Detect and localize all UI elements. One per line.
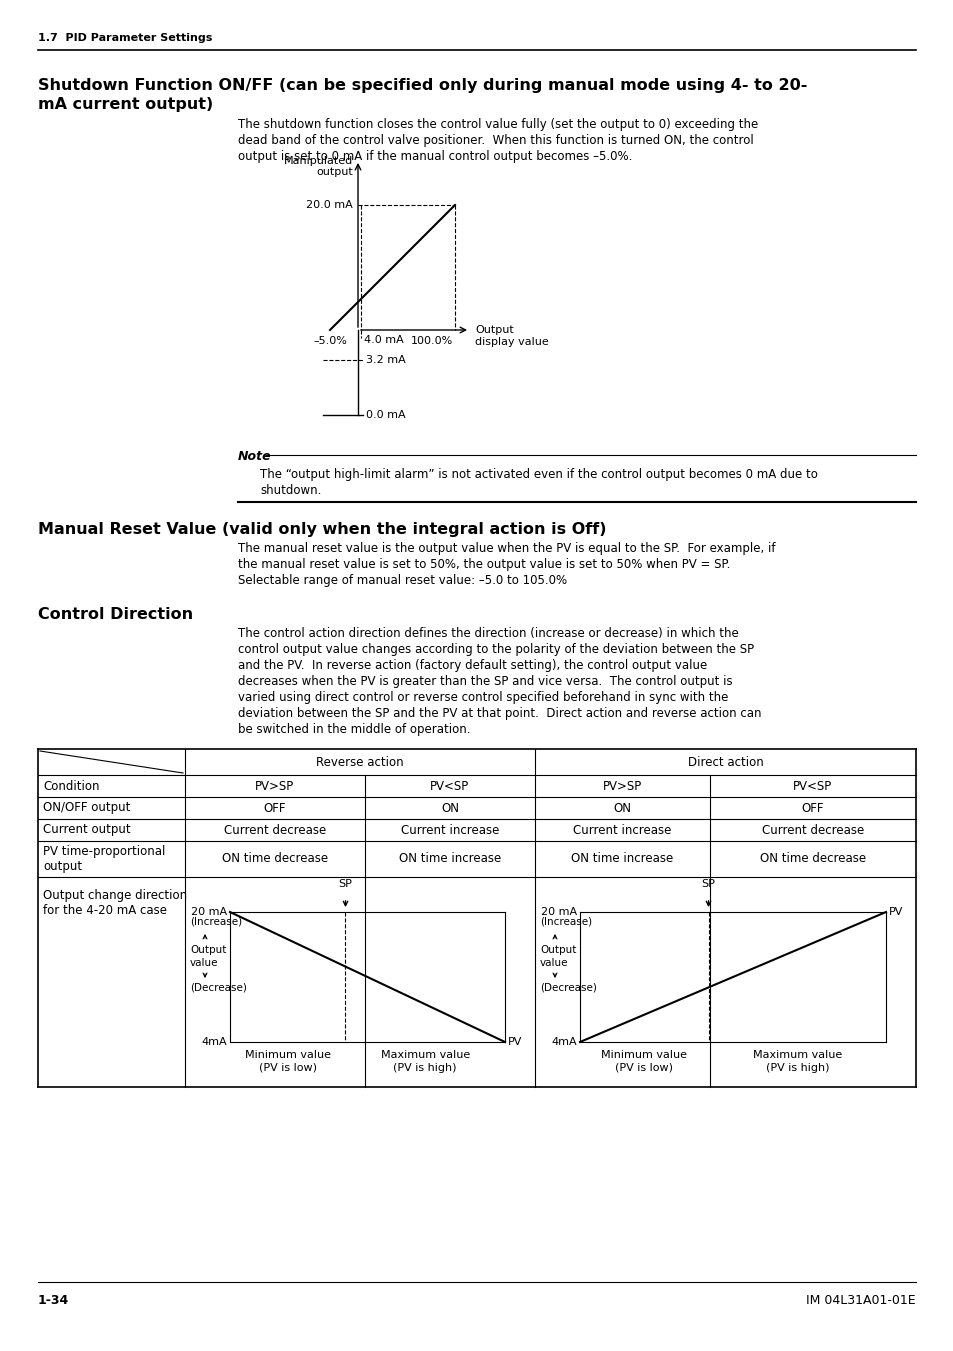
Text: Output: Output — [475, 326, 514, 335]
Text: 20 mA: 20 mA — [540, 907, 577, 917]
Text: (Decrease): (Decrease) — [539, 984, 597, 993]
Text: Current increase: Current increase — [573, 824, 671, 836]
Text: (PV is high): (PV is high) — [393, 1063, 456, 1073]
Text: Current decrease: Current decrease — [224, 824, 326, 836]
Text: ON time increase: ON time increase — [571, 852, 673, 866]
Text: PV: PV — [507, 1038, 522, 1047]
Text: (Decrease): (Decrease) — [190, 984, 247, 993]
Text: Direct action: Direct action — [687, 755, 762, 769]
Text: Maximum value: Maximum value — [380, 1050, 470, 1061]
Text: Shutdown Function ON/FF (can be specified only during manual mode using 4- to 20: Shutdown Function ON/FF (can be specifie… — [38, 78, 806, 93]
Text: Output: Output — [539, 944, 576, 955]
Text: The manual reset value is the output value when the PV is equal to the SP.  For : The manual reset value is the output val… — [237, 542, 775, 555]
Text: (PV is low): (PV is low) — [615, 1063, 673, 1073]
Text: 20 mA: 20 mA — [191, 907, 227, 917]
Text: 0.0 mA: 0.0 mA — [366, 409, 405, 420]
Text: value: value — [190, 958, 218, 969]
Text: PV<SP: PV<SP — [793, 780, 832, 793]
Text: 4mA: 4mA — [551, 1038, 577, 1047]
Text: Output: Output — [190, 944, 226, 955]
Text: ON time decrease: ON time decrease — [760, 852, 865, 866]
Text: OFF: OFF — [801, 801, 823, 815]
Text: OFF: OFF — [263, 801, 286, 815]
Text: SP: SP — [338, 880, 352, 889]
Text: IM 04L31A01-01E: IM 04L31A01-01E — [805, 1294, 915, 1306]
Text: PV: PV — [888, 907, 902, 917]
Text: Current increase: Current increase — [400, 824, 498, 836]
Text: PV>SP: PV>SP — [602, 780, 641, 793]
Text: Note: Note — [237, 450, 272, 463]
Text: display value: display value — [475, 336, 548, 347]
Text: and the PV.  In reverse action (factory default setting), the control output val: and the PV. In reverse action (factory d… — [237, 659, 706, 671]
Text: varied using direct control or reverse control specified beforehand in sync with: varied using direct control or reverse c… — [237, 690, 727, 704]
Text: –5.0%: –5.0% — [313, 336, 347, 346]
Text: PV>SP: PV>SP — [255, 780, 294, 793]
Text: Maximum value: Maximum value — [752, 1050, 841, 1061]
Text: 100.0%: 100.0% — [411, 336, 453, 346]
Text: the manual reset value is set to 50%, the output value is set to 50% when PV = S: the manual reset value is set to 50%, th… — [237, 558, 730, 571]
Text: be switched in the middle of operation.: be switched in the middle of operation. — [237, 723, 470, 736]
Text: value: value — [539, 958, 568, 969]
Text: ON/OFF output: ON/OFF output — [43, 801, 131, 815]
Text: The control action direction defines the direction (increase or decrease) in whi: The control action direction defines the… — [237, 627, 738, 640]
Text: Reverse action: Reverse action — [315, 755, 403, 769]
Text: (Increase): (Increase) — [190, 917, 242, 927]
Text: 1-34: 1-34 — [38, 1294, 70, 1306]
Text: The “output high-limit alarm” is not activated even if the control output become: The “output high-limit alarm” is not act… — [260, 467, 817, 481]
Text: 4.0 mA: 4.0 mA — [364, 335, 403, 345]
Text: ON: ON — [613, 801, 631, 815]
Text: SP: SP — [700, 880, 715, 889]
Text: Current output: Current output — [43, 824, 131, 836]
Text: The shutdown function closes the control value fully (set the output to 0) excee: The shutdown function closes the control… — [237, 118, 758, 131]
Text: 3.2 mA: 3.2 mA — [366, 355, 405, 365]
Text: Selectable range of manual reset value: –5.0 to 105.0%: Selectable range of manual reset value: … — [237, 574, 566, 586]
Text: Manual Reset Value (valid only when the integral action is Off): Manual Reset Value (valid only when the … — [38, 521, 606, 536]
Text: ON time increase: ON time increase — [398, 852, 500, 866]
Text: ON time decrease: ON time decrease — [222, 852, 328, 866]
Text: deviation between the SP and the PV at that point.  Direct action and reverse ac: deviation between the SP and the PV at t… — [237, 707, 760, 720]
Text: Condition: Condition — [43, 780, 99, 793]
Text: 4mA: 4mA — [201, 1038, 227, 1047]
Text: Manipulated: Manipulated — [283, 155, 353, 166]
Text: Minimum value: Minimum value — [245, 1050, 331, 1061]
Text: decreases when the PV is greater than the SP and vice versa.  The control output: decreases when the PV is greater than th… — [237, 676, 732, 688]
Text: ON: ON — [440, 801, 458, 815]
Text: Minimum value: Minimum value — [600, 1050, 686, 1061]
Text: (PV is high): (PV is high) — [764, 1063, 828, 1073]
Text: Current decrease: Current decrease — [761, 824, 863, 836]
Text: control output value changes according to the polarity of the deviation between : control output value changes according t… — [237, 643, 753, 657]
Text: 20.0 mA: 20.0 mA — [306, 200, 353, 209]
Text: PV<SP: PV<SP — [430, 780, 469, 793]
Text: (Increase): (Increase) — [539, 917, 592, 927]
Text: 1.7  PID Parameter Settings: 1.7 PID Parameter Settings — [38, 32, 213, 43]
Text: shutdown.: shutdown. — [260, 484, 321, 497]
Text: (PV is low): (PV is low) — [258, 1063, 316, 1073]
Text: output is set to 0 mA if the manual control output becomes –5.0%.: output is set to 0 mA if the manual cont… — [237, 150, 632, 163]
Text: Control Direction: Control Direction — [38, 607, 193, 621]
Text: PV time-proportional
output: PV time-proportional output — [43, 844, 165, 873]
Text: dead band of the control valve positioner.  When this function is turned ON, the: dead band of the control valve positione… — [237, 134, 753, 147]
Text: output: output — [315, 168, 353, 177]
Text: Output change direction
for the 4-20 mA case: Output change direction for the 4-20 mA … — [43, 889, 187, 917]
Text: mA current output): mA current output) — [38, 97, 213, 112]
